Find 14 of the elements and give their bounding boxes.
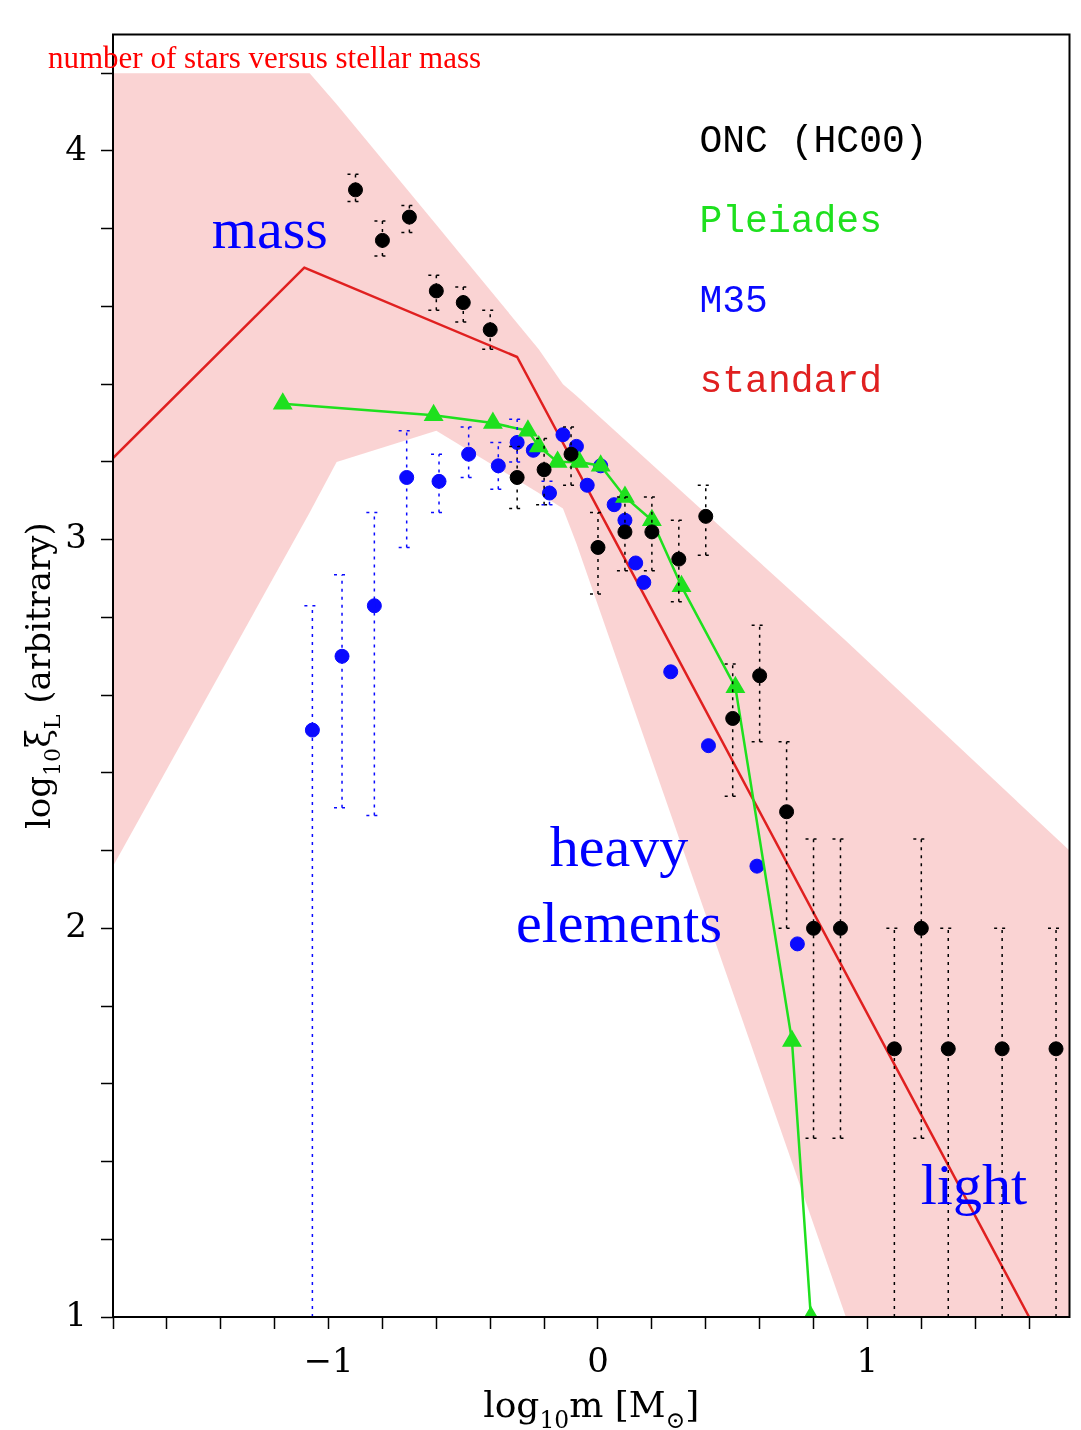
x-tick-label: 1 bbox=[856, 1340, 879, 1381]
text: Pleiades bbox=[699, 200, 882, 244]
annotation: heavy elements bbox=[515, 813, 723, 955]
y-tick-label: 1 bbox=[65, 1293, 87, 1334]
x-tick-label: 0 bbox=[587, 1340, 609, 1381]
annotation: mass bbox=[211, 196, 328, 262]
text: M35 bbox=[699, 280, 768, 324]
text: ONC (HC00) bbox=[699, 120, 928, 164]
y-tick-label: 2 bbox=[65, 905, 87, 946]
x-tick-label: −1 bbox=[303, 1340, 354, 1381]
y-tick-label: 4 bbox=[65, 127, 87, 168]
text: standard bbox=[699, 360, 882, 404]
y-axis-title: log10ξL (arbitrary) bbox=[18, 522, 66, 830]
y-tick-label: 3 bbox=[65, 516, 87, 557]
